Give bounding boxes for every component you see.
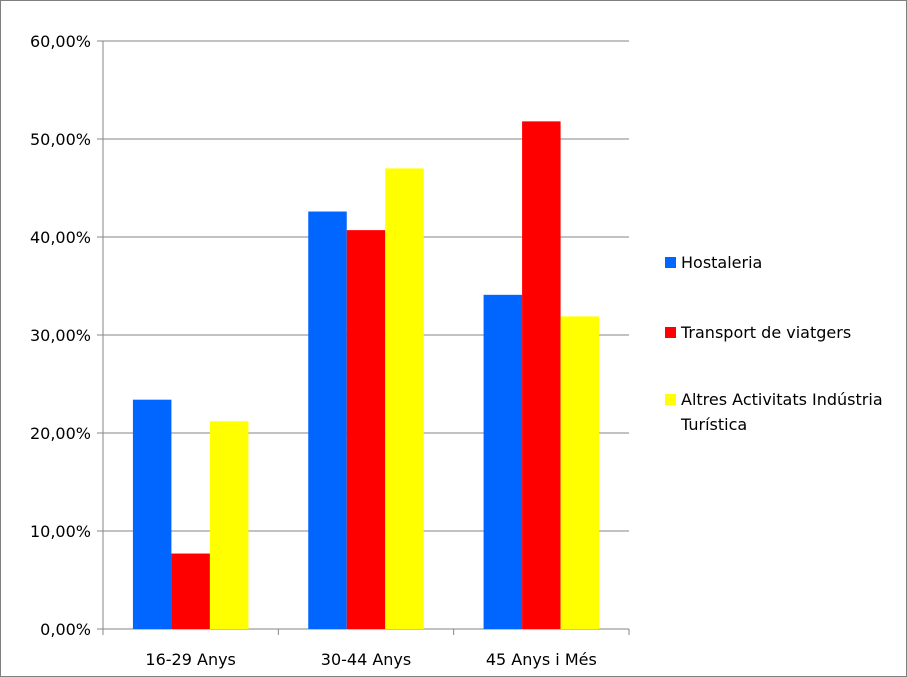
legend-swatch-2: [665, 394, 676, 405]
y-tick-label: 50,00%: [30, 130, 91, 149]
legend-label: Transport de viatgers: [680, 323, 851, 342]
y-tick-label: 20,00%: [30, 424, 91, 443]
y-tick-label: 60,00%: [30, 32, 91, 51]
legend-swatch-1: [665, 327, 676, 338]
bar-2-2: [560, 316, 600, 629]
x-axis-tick-labels: 16-29 Anys 30-44 Anys 45 Anys i Més: [145, 650, 596, 669]
legend-swatch-0: [665, 257, 676, 268]
y-axis-tick-labels: 0,00% 10,00% 20,00% 30,00% 40,00% 50,00% 60,00…: [30, 32, 91, 639]
x-tick-label: 30-44 Anys: [321, 650, 411, 669]
x-tick-label: 45 Anys i Més: [486, 650, 597, 669]
bars: [132, 121, 600, 630]
y-tick-label: 0,00%: [40, 620, 91, 639]
bar-0-0: [132, 399, 172, 629]
x-tick-label: 16-29 Anys: [145, 650, 235, 669]
legend-label: Hostaleria: [681, 253, 762, 272]
y-tick-label: 30,00%: [30, 326, 91, 345]
y-tick-label: 10,00%: [30, 522, 91, 541]
legend-label: Altres Activitats Indústria: [681, 390, 883, 409]
y-tick-label: 40,00%: [30, 228, 91, 247]
bar-1-2: [522, 121, 561, 630]
bar-0-2: [483, 294, 523, 629]
legend: Hostaleria Transport de viatgers Altres Ac…: [665, 253, 883, 434]
bar-0-1: [308, 211, 347, 629]
bar-1-1: [346, 230, 386, 629]
bar-1-0: [171, 553, 210, 629]
legend-label: Turística: [680, 415, 747, 434]
bar-2-0: [209, 421, 249, 629]
bar-2-1: [385, 168, 424, 629]
